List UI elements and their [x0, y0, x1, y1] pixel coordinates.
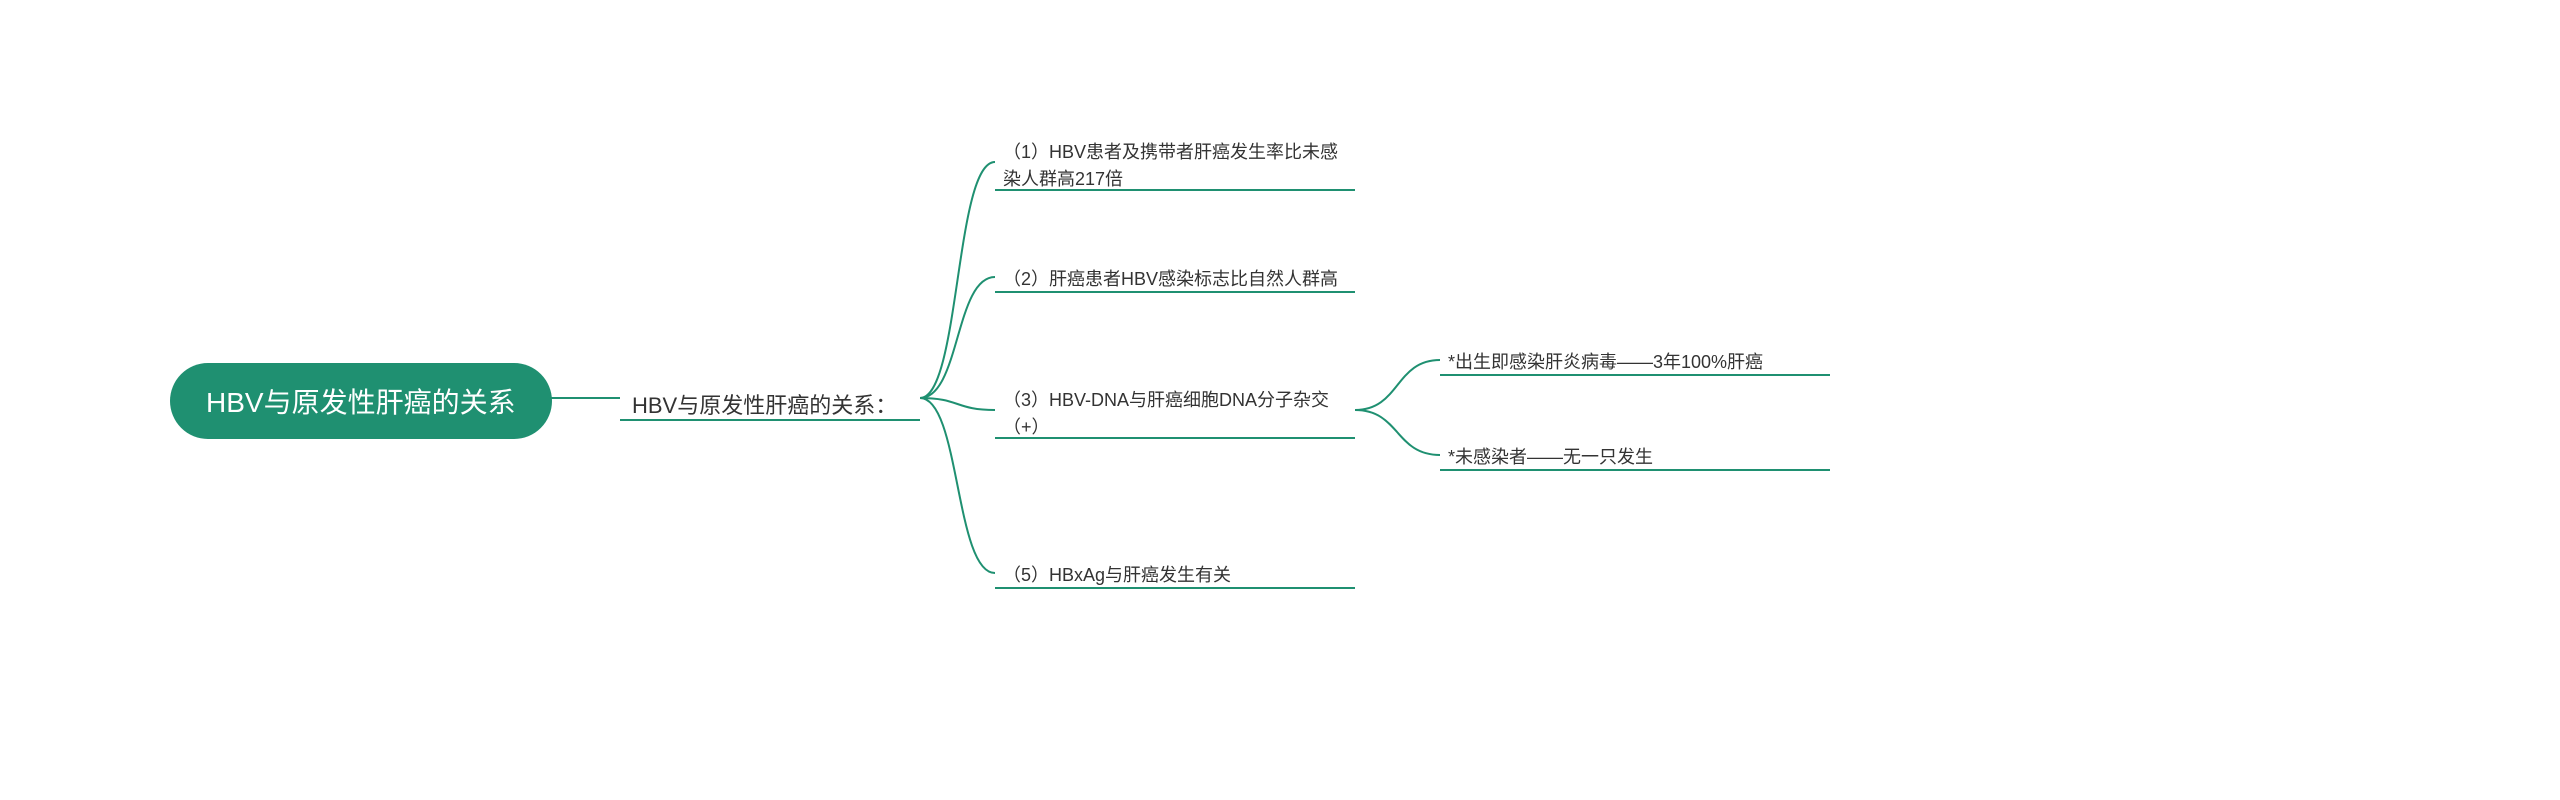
level3-item-2[interactable]: *未感染者——无一只发生 — [1440, 440, 1661, 475]
level2-item-2[interactable]: （2）肝癌患者HBV感染标志比自然人群高 — [995, 262, 1346, 297]
level2-item-1[interactable]: （1）HBV患者及携带者肝癌发生率比未感染人群高217倍 — [995, 135, 1355, 197]
root-node[interactable]: HBV与原发性肝癌的关系 — [170, 363, 552, 439]
mindmap-canvas: HBV与原发性肝癌的关系 HBV与原发性肝癌的关系： （1）HBV患者及携带者肝… — [0, 0, 2560, 800]
level3-item-1[interactable]: *出生即感染肝炎病毒——3年100%肝癌 — [1440, 345, 1771, 380]
level2-item-3[interactable]: （3）HBV-DNA与肝癌细胞DNA分子杂交（+） — [995, 383, 1355, 445]
level2-item-4[interactable]: （5）HBxAg与肝癌发生有关 — [995, 558, 1239, 593]
level1-node[interactable]: HBV与原发性肝癌的关系： — [620, 380, 909, 428]
